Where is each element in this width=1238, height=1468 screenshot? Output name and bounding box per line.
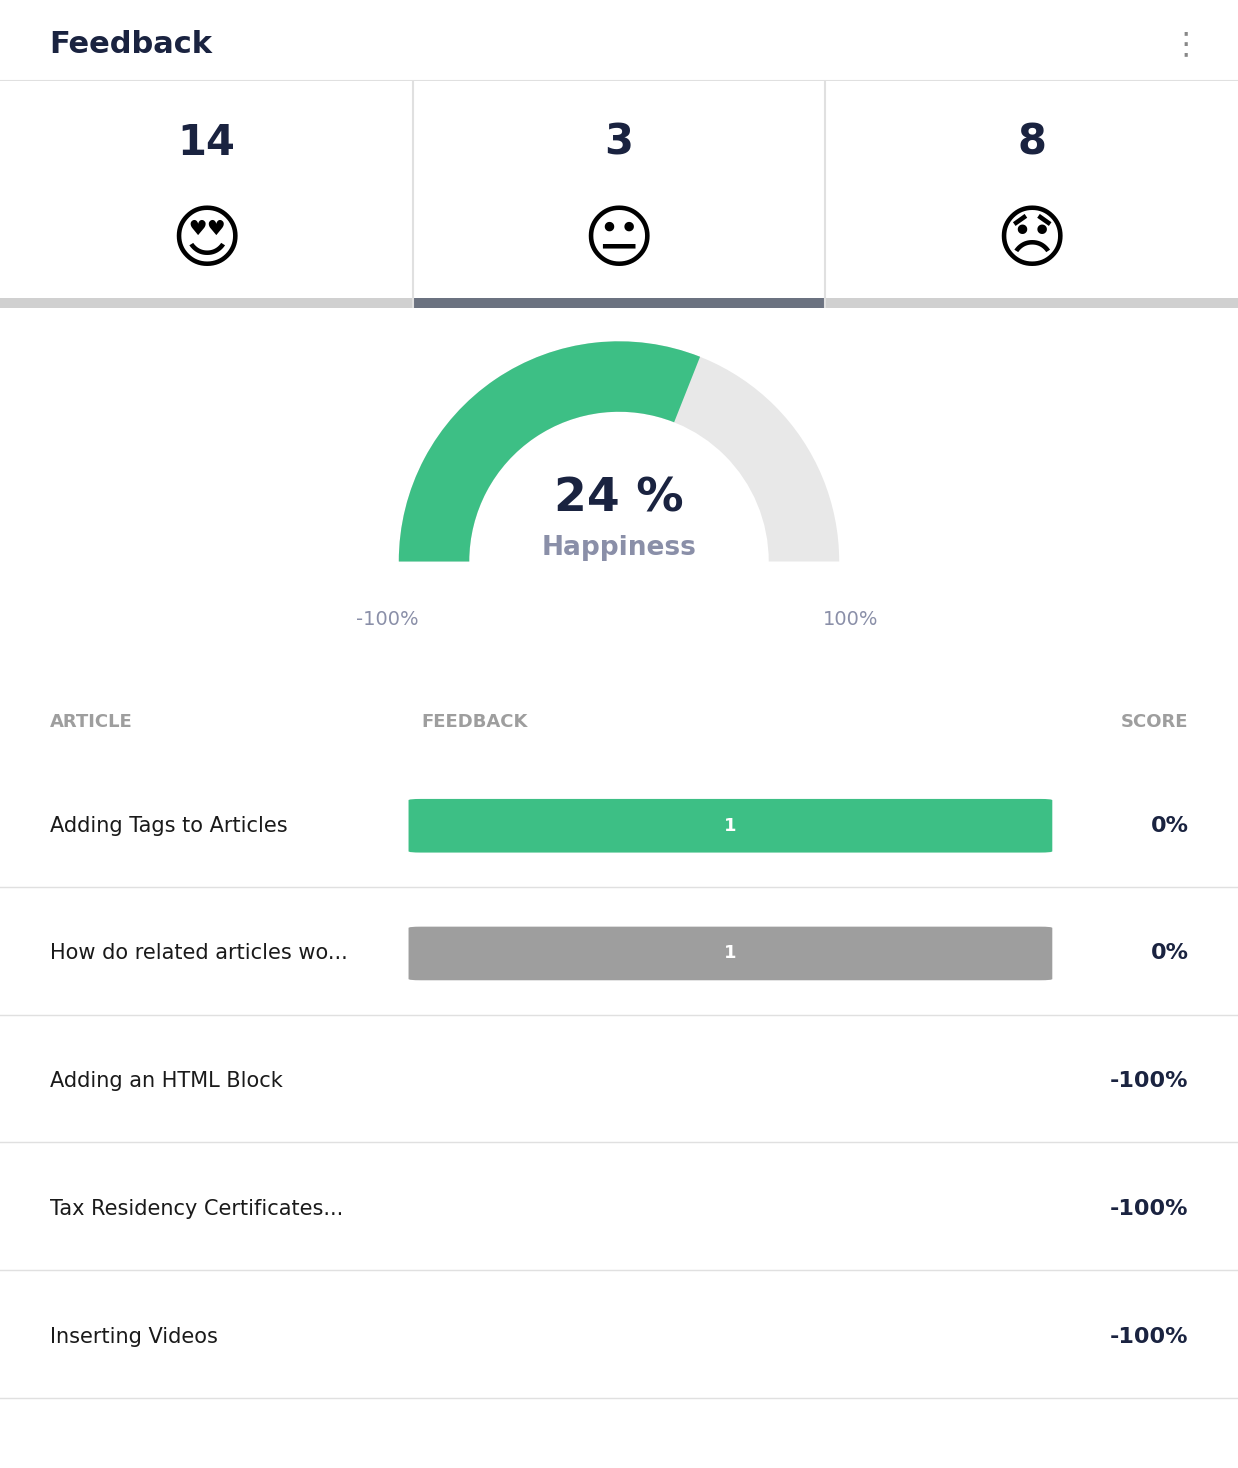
Text: Adding an HTML Block: Adding an HTML Block: [50, 1072, 282, 1091]
Bar: [0, 298, 1238, 308]
Text: 8: 8: [1018, 122, 1046, 164]
Text: 3: 3: [604, 122, 634, 164]
Text: 24 %: 24 %: [555, 477, 683, 523]
Text: -100%: -100%: [1110, 1327, 1188, 1346]
Text: Tax Residency Certificates...: Tax Residency Certificates...: [50, 1199, 343, 1218]
Text: 😍: 😍: [170, 208, 243, 275]
Text: 1: 1: [724, 816, 737, 835]
FancyBboxPatch shape: [409, 799, 1052, 853]
Text: Adding Tags to Articles: Adding Tags to Articles: [50, 816, 287, 835]
Text: 😞: 😞: [995, 208, 1068, 275]
Text: 😐: 😐: [583, 208, 655, 275]
Text: 1: 1: [724, 944, 737, 963]
Text: -100%: -100%: [1110, 1072, 1188, 1091]
Text: FEEDBACK: FEEDBACK: [421, 713, 527, 731]
Text: 100%: 100%: [822, 611, 878, 628]
Text: -100%: -100%: [357, 611, 420, 628]
Text: -100%: -100%: [1110, 1199, 1188, 1218]
Text: 0%: 0%: [1150, 816, 1188, 835]
Text: ⋮: ⋮: [1170, 29, 1201, 59]
Text: Happiness: Happiness: [541, 536, 697, 561]
Text: Feedback: Feedback: [50, 29, 213, 59]
Text: SCORE: SCORE: [1120, 713, 1188, 731]
Text: How do related articles wo...: How do related articles wo...: [50, 944, 348, 963]
Text: 14: 14: [177, 122, 235, 164]
Text: ARTICLE: ARTICLE: [50, 713, 132, 731]
Wedge shape: [399, 342, 839, 562]
Wedge shape: [399, 342, 699, 562]
Text: 0%: 0%: [1150, 944, 1188, 963]
FancyBboxPatch shape: [409, 926, 1052, 981]
Bar: [412, 298, 826, 308]
Text: Inserting Videos: Inserting Videos: [50, 1327, 218, 1346]
